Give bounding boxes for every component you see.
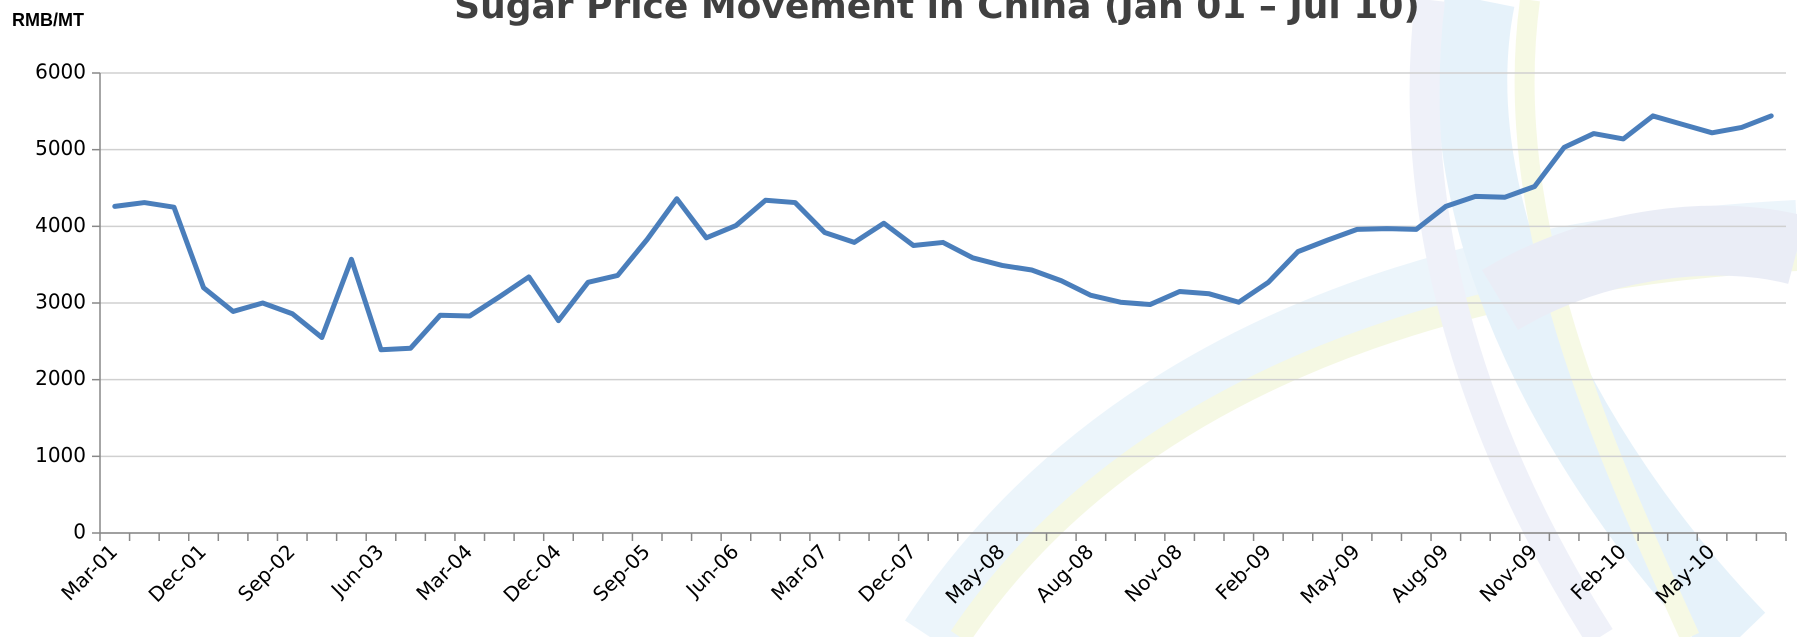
x-tick-label: Dec-07 [853,539,920,606]
y-tick-label: 2000 [35,366,86,390]
x-tick-label: Dec-04 [498,539,565,606]
x-tick-label: Feb-09 [1211,539,1276,604]
x-tick-label: Mar-04 [411,539,477,605]
x-tick-label: Jun-06 [680,539,744,603]
x-tick-label: Nov-08 [1120,539,1187,606]
x-tick-label: Sep-02 [233,539,300,606]
y-axis-label: RMB/MT [12,10,84,30]
x-tick-label: Mar-07 [766,539,832,605]
y-tick-label: 4000 [35,213,86,237]
x-tick-label: Mar-01 [56,539,122,605]
x-tick-label: Aug-09 [1386,539,1454,607]
x-tick-label: Jun-03 [325,539,389,603]
data-line [112,113,1774,353]
chart-title: Sugar Price Movement in China (Jan 01 – … [454,0,1420,27]
x-tick-label: Dec-01 [144,539,211,606]
y-tick-label: 1000 [35,443,86,467]
y-tick-label: 3000 [35,290,86,314]
background-swoosh [904,0,1797,637]
y-tick-label: 0 [73,520,86,544]
x-tick-label: May-09 [1295,539,1364,608]
y-tick-label: 6000 [35,60,86,84]
x-tick-label: Nov-09 [1475,539,1542,606]
x-tick-label: Sep-05 [588,539,655,606]
y-tick-label: 5000 [35,136,86,160]
